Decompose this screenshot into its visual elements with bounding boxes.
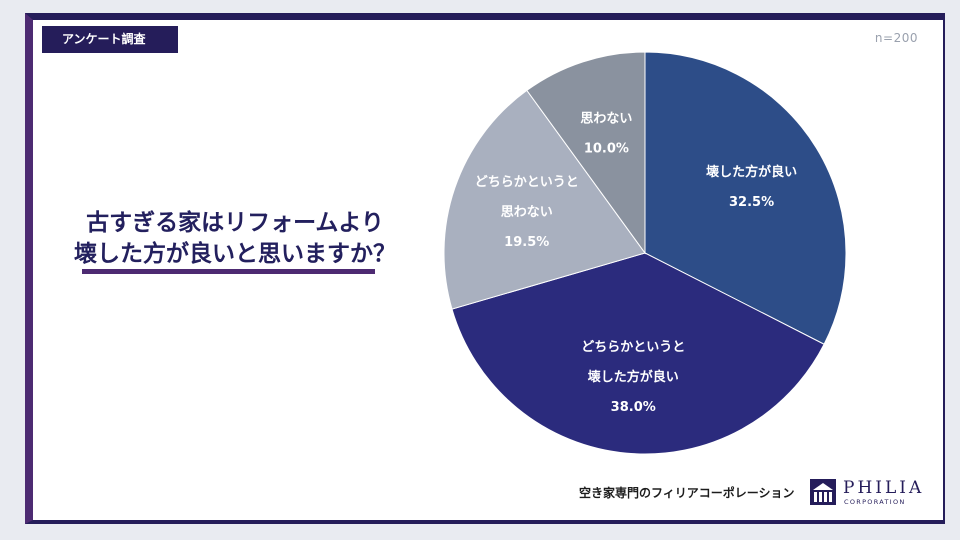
pie-slice-1 bbox=[644, 51, 847, 345]
pie-slice-4 bbox=[526, 51, 646, 255]
question-line-2: 壊した方が良いと思いますか？ bbox=[74, 241, 396, 267]
building-logo-icon bbox=[810, 479, 836, 505]
slice-category-label-3: 思わない bbox=[501, 205, 553, 220]
slice-category-label-1: 壊した方が良い bbox=[706, 164, 797, 180]
slice-category-label-2: 壊した方が良い bbox=[588, 369, 679, 385]
slice-value-label-2: 38.0% bbox=[611, 400, 656, 415]
sample-size: n=200 bbox=[874, 31, 918, 45]
survey-tag: アンケート調査 bbox=[42, 26, 178, 53]
slice-value-label-4: 10.0% bbox=[584, 142, 629, 157]
question-title: 古すぎる家はリフォームより 壊した方が良いと思いますか？ bbox=[50, 208, 420, 270]
logo-name: PHILIA bbox=[843, 478, 925, 498]
slice-value-label-1: 32.5% bbox=[729, 195, 774, 210]
pie-slice-2 bbox=[451, 252, 825, 455]
logo-sub: CORPORATION bbox=[844, 498, 906, 506]
pie-slice-3 bbox=[443, 89, 646, 310]
slice-category-label-2: どちらかというと bbox=[581, 340, 685, 355]
company-tagline: 空き家専門のフィリアコーポレーション bbox=[579, 486, 795, 500]
slice-category-label-3: どちらかというと bbox=[475, 175, 579, 190]
question-underline bbox=[82, 269, 375, 274]
question-line-1: 古すぎる家はリフォームより bbox=[86, 210, 384, 236]
slice-category-label-4: 思わない bbox=[580, 112, 632, 127]
slice-value-label-3: 19.5% bbox=[504, 235, 549, 250]
